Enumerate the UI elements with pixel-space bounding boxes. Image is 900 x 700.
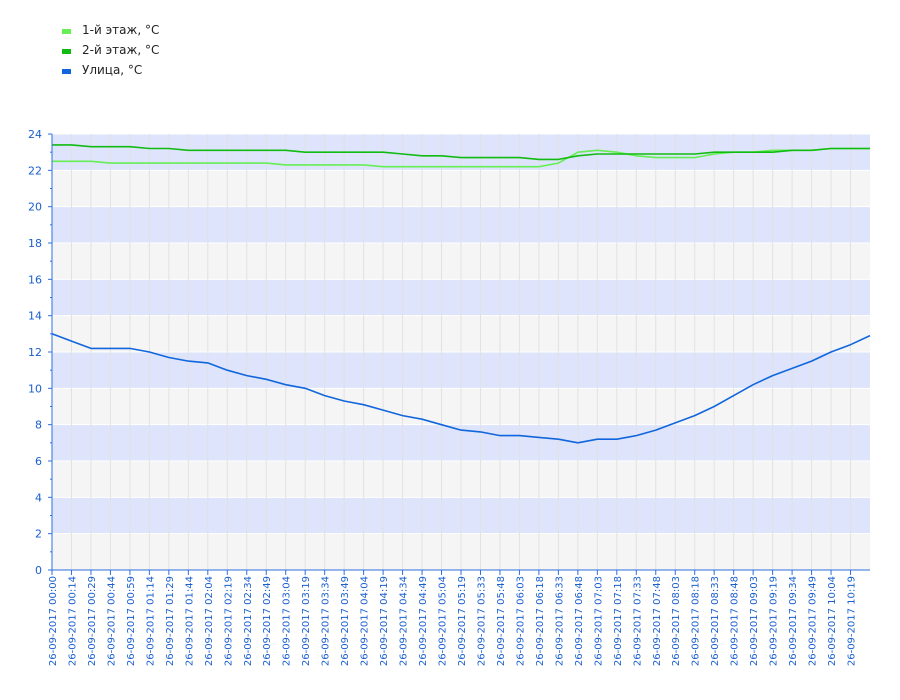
x-tick-label: 26-09-2017 08:33 bbox=[710, 576, 721, 666]
x-tick-label: 26-09-2017 06:48 bbox=[574, 576, 585, 666]
x-tick-label: 26-09-2017 05:48 bbox=[496, 576, 507, 666]
x-tick-label: 26-09-2017 04:19 bbox=[379, 576, 390, 666]
x-tick-label: 26-09-2017 03:34 bbox=[321, 576, 332, 666]
x-tick-label: 26-09-2017 00:59 bbox=[126, 576, 137, 666]
x-tick-label: 26-09-2017 08:18 bbox=[691, 576, 702, 666]
x-tick-label: 26-09-2017 01:14 bbox=[145, 576, 156, 666]
x-tick-label: 26-09-2017 10:19 bbox=[847, 576, 858, 666]
x-tick-label: 26-09-2017 05:33 bbox=[476, 576, 487, 666]
x-tick-label: 26-09-2017 05:19 bbox=[457, 576, 468, 666]
x-tick-label: 26-09-2017 05:04 bbox=[438, 576, 449, 666]
legend-swatch-3 bbox=[62, 69, 71, 74]
series-line-2 bbox=[52, 144, 870, 161]
y-tick-label: 22 bbox=[28, 164, 42, 177]
x-tick-label: 26-09-2017 00:44 bbox=[106, 576, 117, 666]
y-tick-label: 20 bbox=[28, 201, 42, 214]
x-tick-label: 26-09-2017 09:03 bbox=[749, 576, 760, 666]
legend-swatch-1 bbox=[62, 29, 71, 34]
x-tick-label: 26-09-2017 01:44 bbox=[184, 576, 195, 666]
x-tick-label: 26-09-2017 10:04 bbox=[827, 576, 838, 666]
y-tick-label: 16 bbox=[28, 273, 42, 286]
x-tick-label: 26-09-2017 03:19 bbox=[301, 576, 312, 666]
y-tick-label: 24 bbox=[28, 128, 42, 141]
x-tick-label: 26-09-2017 09:34 bbox=[788, 576, 799, 666]
x-tick-label: 26-09-2017 04:04 bbox=[360, 576, 371, 666]
x-tick-label: 26-09-2017 03:49 bbox=[340, 576, 351, 666]
x-tick-label: 26-09-2017 07:48 bbox=[652, 576, 663, 666]
x-tick-label: 26-09-2017 06:18 bbox=[535, 576, 546, 666]
legend-label-3: Улица, °C bbox=[82, 63, 142, 77]
x-tick-label: 26-09-2017 09:19 bbox=[769, 576, 780, 666]
y-tick-label: 4 bbox=[35, 491, 42, 504]
x-tick-label: 26-09-2017 06:33 bbox=[554, 576, 565, 666]
x-tick-label: 26-09-2017 07:33 bbox=[632, 576, 643, 666]
x-tick-label: 26-09-2017 08:48 bbox=[730, 576, 741, 666]
x-tick-label: 26-09-2017 04:49 bbox=[418, 576, 429, 666]
y-tick-label: 0 bbox=[35, 564, 42, 577]
y-tick-label: 6 bbox=[35, 455, 42, 468]
y-tick-label: 8 bbox=[35, 419, 42, 432]
legend: 1-й этаж, °C 2-й этаж, °C Улица, °C bbox=[62, 23, 159, 77]
vertical-gridlines bbox=[70, 134, 852, 570]
x-tick-label: 26-09-2017 02:04 bbox=[204, 576, 215, 666]
x-tick-label: 26-09-2017 02:34 bbox=[243, 576, 254, 666]
y-tick-label: 2 bbox=[35, 528, 42, 541]
y-tick-label: 12 bbox=[28, 346, 42, 359]
x-tick-label: 26-09-2017 09:49 bbox=[808, 576, 819, 666]
x-tick-label: 26-09-2017 01:29 bbox=[165, 576, 176, 666]
x-tick-label: 26-09-2017 00:29 bbox=[87, 576, 98, 666]
x-tick-label: 26-09-2017 02:19 bbox=[223, 576, 234, 666]
legend-label-2: 2-й этаж, °C bbox=[82, 43, 159, 57]
x-tick-label: 26-09-2017 02:49 bbox=[262, 576, 273, 666]
legend-swatch-2 bbox=[62, 49, 71, 54]
x-tick-label: 26-09-2017 04:34 bbox=[399, 576, 410, 666]
x-tick-label: 26-09-2017 07:18 bbox=[613, 576, 624, 666]
series-line-3 bbox=[51, 333, 871, 444]
legend-label-1: 1-й этаж, °C bbox=[82, 23, 159, 37]
x-tick-label: 26-09-2017 00:00 bbox=[48, 576, 59, 666]
x-tick-label: 26-09-2017 08:03 bbox=[671, 576, 682, 666]
x-tick-label: 26-09-2017 07:03 bbox=[593, 576, 604, 666]
x-axis-ticks: 26-09-2017 00:00 26-09-2017 00:14 26-09-20… bbox=[48, 570, 858, 666]
y-tick-label: 14 bbox=[28, 310, 42, 323]
x-tick-label: 26-09-2017 03:04 bbox=[282, 576, 293, 666]
x-tick-label: 26-09-2017 00:14 bbox=[67, 576, 78, 666]
y-tick-label: 18 bbox=[28, 237, 42, 250]
y-tick-label: 10 bbox=[28, 382, 42, 395]
x-tick-label: 26-09-2017 06:03 bbox=[515, 576, 526, 666]
series-lines bbox=[51, 144, 871, 444]
